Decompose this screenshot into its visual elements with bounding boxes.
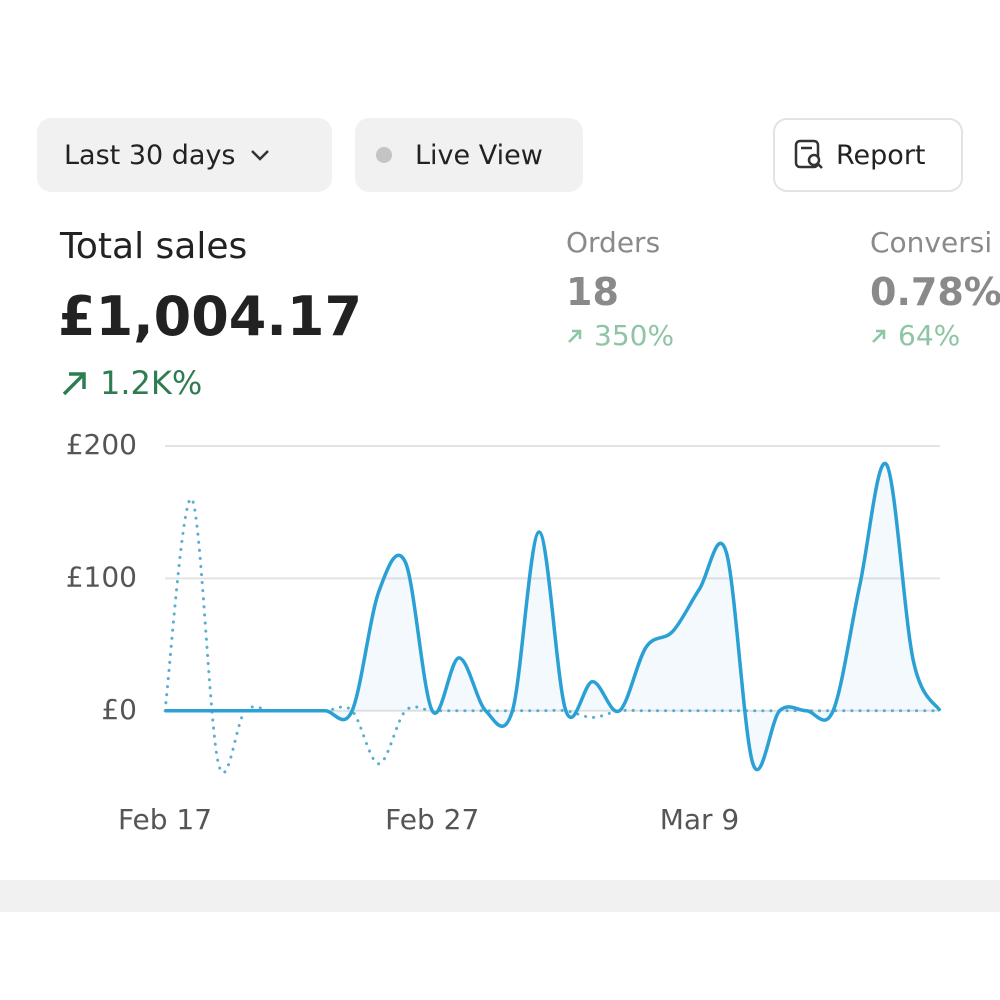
report-label: Report — [836, 139, 926, 171]
live-label: Live View — [415, 139, 543, 171]
range-button[interactable]: Last 30 days — [37, 118, 332, 192]
y-tick-label: £100 — [66, 560, 137, 593]
line — [165, 461, 942, 772]
metric-value: £1,004.17 — [58, 285, 363, 348]
y-tick-label: £200 — [66, 428, 137, 461]
x-tick-label: Mar 9 — [660, 803, 740, 836]
chart: £0 £100 £200 Feb 17 Feb 27 Mar 9 — [66, 428, 942, 836]
metric-label: Total sales — [60, 226, 248, 267]
footer-band — [0, 880, 1000, 912]
up-arrow — [62, 372, 86, 396]
change-text: 64% — [898, 319, 961, 352]
report-icon — [794, 139, 823, 169]
metric-value: 18 — [566, 270, 619, 314]
metric-label: Conversi — [870, 226, 993, 259]
up-arrow — [568, 329, 582, 343]
metric-label: Orders — [566, 226, 661, 259]
up-arrow — [872, 329, 886, 343]
chevron-icon — [250, 150, 269, 161]
change-text: 350% — [594, 319, 675, 352]
live-dot — [376, 147, 392, 163]
metric-change: 350% — [566, 319, 674, 352]
y-tick-label: £0 — [101, 693, 137, 726]
x-tick-label: Feb 17 — [118, 803, 212, 836]
range-label: Last 30 days — [64, 139, 236, 171]
report-button[interactable]: Report — [773, 118, 963, 192]
metric-change: 1.2K% — [60, 364, 202, 402]
metric-change: 64% — [870, 319, 960, 352]
change-text: 1.2K% — [100, 364, 203, 402]
live-view-button[interactable]: Live View — [355, 118, 583, 192]
x-tick-label: Feb 27 — [385, 803, 479, 836]
metric-value: 0.78% — [870, 270, 1000, 314]
